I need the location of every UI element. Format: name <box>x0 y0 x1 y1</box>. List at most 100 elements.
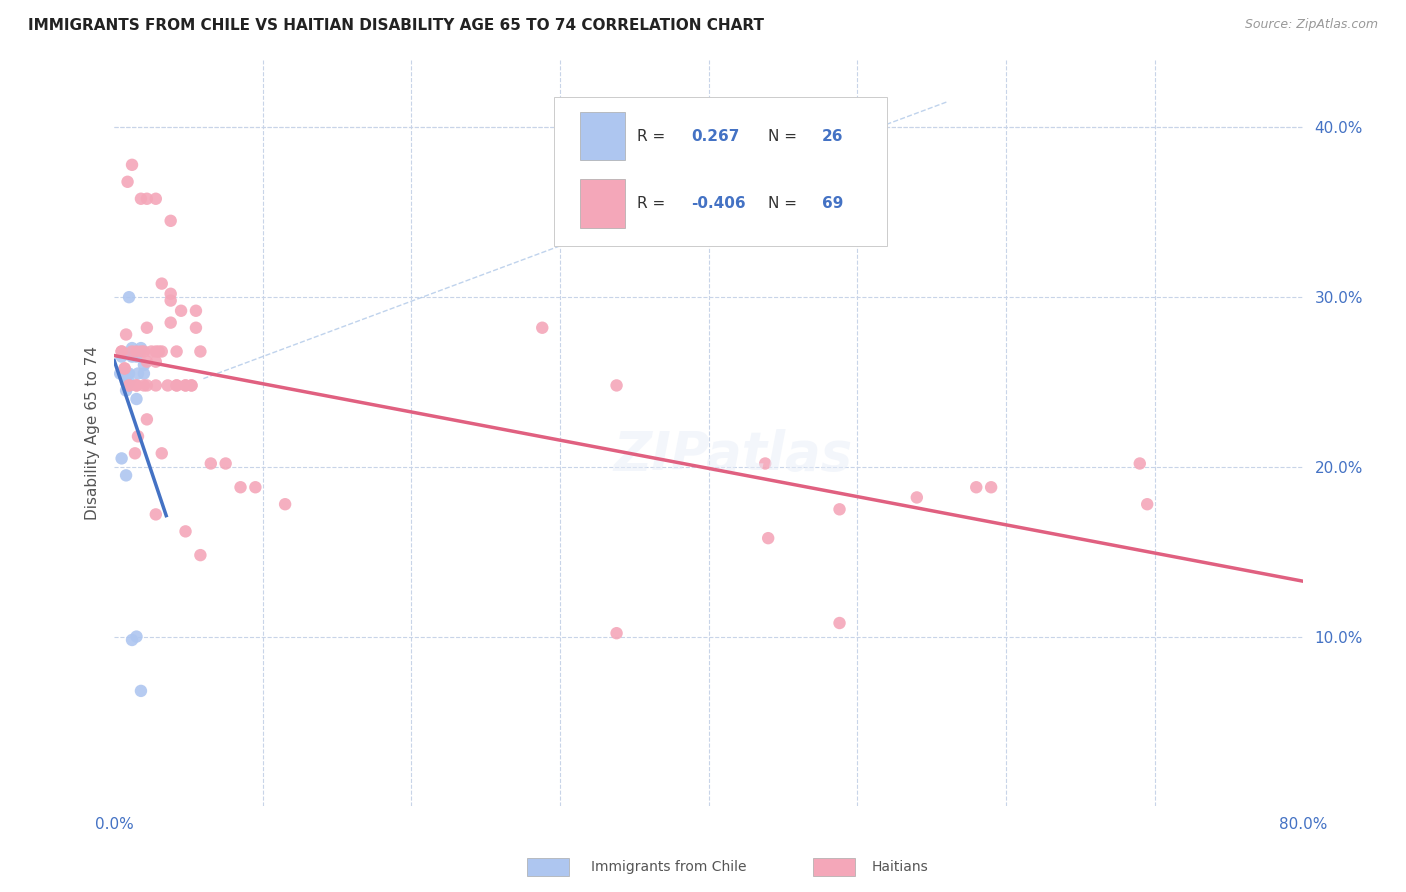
Point <box>121 632 143 647</box>
FancyBboxPatch shape <box>581 179 626 227</box>
Point <box>159 286 181 301</box>
Point <box>115 367 138 381</box>
Point <box>606 378 628 392</box>
Point <box>135 192 157 206</box>
Point <box>132 344 155 359</box>
Point <box>229 480 252 494</box>
Point <box>606 626 628 640</box>
Point <box>118 378 141 392</box>
Point <box>141 344 163 359</box>
Y-axis label: Disability Age 65 to 74: Disability Age 65 to 74 <box>86 346 100 520</box>
Text: 26: 26 <box>821 129 844 144</box>
Point <box>118 378 141 392</box>
Point <box>980 480 1002 494</box>
Point <box>125 630 148 644</box>
Text: 0.267: 0.267 <box>690 129 740 144</box>
Point <box>145 378 167 392</box>
Point <box>145 344 167 359</box>
Text: ZIPatlas: ZIPatlas <box>613 429 852 482</box>
Point <box>159 214 181 228</box>
Point <box>148 344 170 359</box>
Point <box>1129 457 1152 471</box>
Text: R =: R = <box>637 129 665 144</box>
Point <box>159 293 181 308</box>
Point <box>115 327 138 342</box>
Point <box>111 367 134 381</box>
Text: R =: R = <box>637 196 665 211</box>
Point <box>112 367 135 381</box>
Point <box>905 491 928 505</box>
Point <box>115 384 138 398</box>
Point <box>180 378 202 392</box>
Point <box>150 277 173 291</box>
Point <box>1136 497 1159 511</box>
Point <box>756 531 779 545</box>
Point <box>121 158 143 172</box>
Point <box>118 375 141 389</box>
Point <box>145 508 167 522</box>
Point <box>145 354 167 368</box>
Point <box>114 361 136 376</box>
Point <box>754 457 776 471</box>
Point <box>111 344 134 359</box>
Text: Immigrants from Chile: Immigrants from Chile <box>591 860 747 874</box>
Point <box>184 303 207 318</box>
Point <box>132 358 155 372</box>
Point <box>135 320 157 334</box>
Text: -0.406: -0.406 <box>690 196 745 211</box>
Point <box>190 548 212 562</box>
Point <box>200 457 222 471</box>
Point <box>114 361 136 376</box>
Point <box>118 367 141 381</box>
Text: Source: ZipAtlas.com: Source: ZipAtlas.com <box>1244 18 1378 31</box>
Point <box>174 378 197 392</box>
Point <box>132 378 155 392</box>
Text: Haitians: Haitians <box>872 860 928 874</box>
Point <box>135 354 157 368</box>
Point <box>274 497 297 511</box>
Point <box>124 446 146 460</box>
Point <box>125 392 148 406</box>
Point <box>125 344 148 359</box>
Point <box>174 378 197 392</box>
Point <box>117 175 139 189</box>
Point <box>965 480 987 494</box>
Point <box>115 375 138 389</box>
Point <box>166 344 188 359</box>
Point <box>184 320 207 334</box>
Point <box>150 446 173 460</box>
Point <box>111 344 134 359</box>
Point <box>828 615 851 630</box>
Point <box>117 367 139 381</box>
Point <box>115 375 138 389</box>
FancyBboxPatch shape <box>581 112 626 161</box>
Point <box>129 192 152 206</box>
Point <box>135 378 157 392</box>
Point <box>108 367 131 381</box>
Point <box>150 344 173 359</box>
Point <box>111 451 134 466</box>
Point <box>129 684 152 698</box>
Point <box>135 412 157 426</box>
Text: N =: N = <box>768 196 797 211</box>
Point <box>215 457 238 471</box>
Point <box>125 378 148 392</box>
Point <box>170 303 193 318</box>
Point <box>112 367 135 381</box>
Text: N =: N = <box>768 129 797 144</box>
Point <box>121 344 143 359</box>
Point <box>111 350 134 364</box>
Point <box>174 524 197 539</box>
Point <box>166 378 188 392</box>
Point <box>245 480 267 494</box>
Point <box>129 341 152 355</box>
Point <box>127 367 149 381</box>
Text: IMMIGRANTS FROM CHILE VS HAITIAN DISABILITY AGE 65 TO 74 CORRELATION CHART: IMMIGRANTS FROM CHILE VS HAITIAN DISABIL… <box>28 18 763 33</box>
Point <box>159 316 181 330</box>
Point <box>125 350 148 364</box>
Point <box>129 344 152 359</box>
Point <box>118 290 141 304</box>
Point <box>132 367 155 381</box>
Point <box>156 378 179 392</box>
Point <box>190 344 212 359</box>
